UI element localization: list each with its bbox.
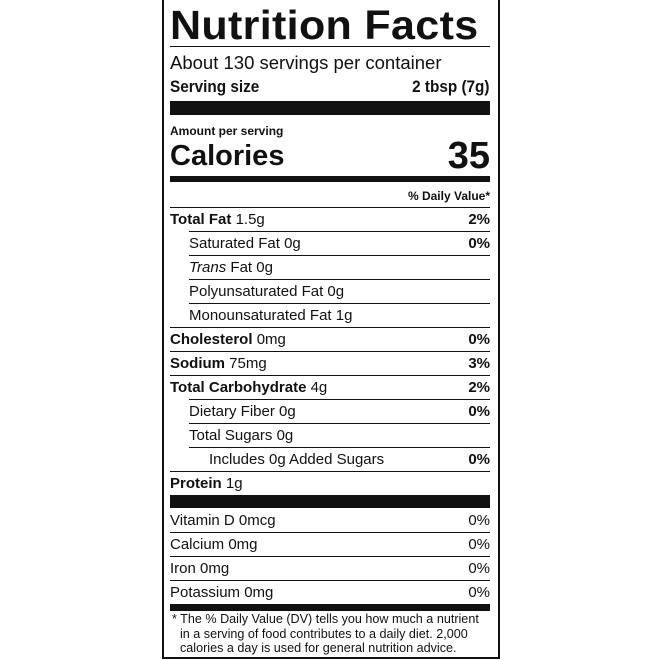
vitamin-row: Iron 0mg 0% [170, 557, 490, 580]
nutrient-daily-value: 0% [468, 451, 490, 468]
calories-label: Calories [170, 139, 285, 172]
nutrient-amount: 1.5g [235, 211, 265, 228]
row-divider [189, 303, 490, 304]
nutrition-label-border [162, 0, 500, 659]
nutrient-name: Saturated Fat [189, 235, 280, 252]
nutrient-name: Trans [189, 259, 227, 276]
vitamin-row: Vitamin D 0mcg 0% [170, 509, 490, 532]
nutrient-amount: 1g [225, 475, 243, 492]
footnote: * The % Daily Value (DV) tells you how m… [170, 612, 490, 656]
vitamin-row: Calcium 0mg 0% [170, 533, 490, 556]
serving-size-value: 2 tbsp (7g) [412, 76, 490, 96]
nutrient-row: Total Fat 1.5g 2% [170, 208, 490, 231]
row-divider [170, 207, 490, 208]
nutrient-amount: 0g [327, 283, 345, 300]
row-divider [170, 351, 490, 352]
nutrient-name: Polyunsaturated Fat [189, 283, 324, 300]
nutrient-row: Includes 0g Added Sugars 0% [170, 448, 490, 471]
nutrient-name: Cholesterol [170, 331, 253, 348]
vitamin-daily-value: 0% [468, 560, 490, 577]
nutrient-amount: 0g [279, 403, 296, 420]
vitamin-name: Vitamin D 0mcg [170, 512, 276, 529]
servings-per-container: About 130 servings per container [170, 52, 442, 73]
nutrient-name: Total Fat [170, 211, 232, 228]
divider [170, 46, 490, 47]
footnote-text: * The % Daily Value (DV) tells you how m… [172, 612, 479, 655]
nutrient-amount: 0g [284, 235, 301, 252]
thick-divider [170, 101, 490, 115]
nutrient-row: Cholesterol 0mg 0% [170, 328, 490, 351]
nutrient-amount: 75mg [229, 355, 267, 372]
nutrient-row: Monounsaturated Fat 1g [170, 304, 490, 327]
daily-value-header-text: % Daily Value* [407, 188, 490, 203]
row-divider [170, 580, 490, 581]
nutrient-row: Total Sugars 0g [170, 424, 490, 447]
row-divider [189, 255, 490, 256]
nutrient-name: Total Sugars [189, 427, 273, 444]
nutrient-name: Sodium [170, 355, 225, 372]
row-divider [170, 327, 490, 328]
medium-divider [170, 176, 490, 182]
nutrient-row: Total Carbohydrate 4g 2% [170, 376, 490, 399]
row-divider [189, 423, 490, 424]
row-divider [189, 399, 490, 400]
row-divider [170, 471, 490, 472]
nutrient-row: Sodium 75mg 3% [170, 352, 490, 375]
medium-divider [170, 604, 490, 611]
nutrient-daily-value: 0% [468, 331, 490, 348]
nutrient-daily-value: 0% [468, 403, 490, 420]
nutrient-amount: 0mg [256, 331, 286, 348]
row-divider [189, 447, 490, 448]
label-title: Nutrition Facts [170, 2, 479, 48]
nutrient-row: Saturated Fat 0g 0% [170, 232, 490, 255]
nutrient-row: Protein 1g [170, 472, 490, 495]
nutrient-row: Dietary Fiber 0g 0% [170, 400, 490, 423]
vitamin-name: Calcium 0mg [170, 536, 258, 553]
vitamin-name: Potassium 0mg [170, 584, 274, 601]
nutrient-daily-value: 2% [468, 211, 490, 228]
nutrient-row: Trans Fat 0g [170, 256, 490, 279]
nutrient-amount: Fat 0g [230, 259, 273, 276]
vitamin-daily-value: 0% [468, 584, 490, 601]
nutrient-name: Protein [170, 475, 222, 492]
vitamin-daily-value: 0% [468, 512, 490, 529]
daily-value-header: % Daily Value* [170, 184, 490, 207]
nutrient-amount: 1g [335, 307, 353, 324]
calories-value: 35 [447, 134, 490, 177]
nutrient-daily-value: 3% [468, 355, 490, 372]
row-divider [170, 375, 490, 376]
serving-size-row: Serving size 2 tbsp (7g) [170, 75, 490, 98]
vitamin-daily-value: 0% [468, 536, 490, 553]
nutrient-row: Polyunsaturated Fat 0g [170, 280, 490, 303]
amount-per-serving: Amount per serving [170, 124, 284, 138]
nutrient-name: Dietary Fiber [189, 403, 275, 420]
vitamin-row: Potassium 0mg 0% [170, 581, 490, 604]
nutrient-name: Includes 0g Added Sugars [209, 451, 385, 468]
calories-row: Calories 35 [170, 134, 490, 177]
row-divider [189, 279, 490, 280]
vitamin-name: Iron 0mg [170, 560, 230, 577]
nutrient-amount: 0g [276, 427, 294, 444]
nutrient-daily-value: 2% [468, 379, 490, 396]
nutrient-amount: 4g [310, 379, 328, 396]
row-divider [189, 231, 490, 232]
serving-size-label: Serving size [170, 76, 260, 96]
nutrient-name: Monounsaturated Fat [189, 307, 332, 324]
nutrient-name: Total Carbohydrate [170, 379, 307, 396]
row-divider [170, 532, 490, 533]
row-divider [170, 556, 490, 557]
thick-divider [170, 495, 490, 508]
nutrient-daily-value: 0% [468, 235, 490, 252]
